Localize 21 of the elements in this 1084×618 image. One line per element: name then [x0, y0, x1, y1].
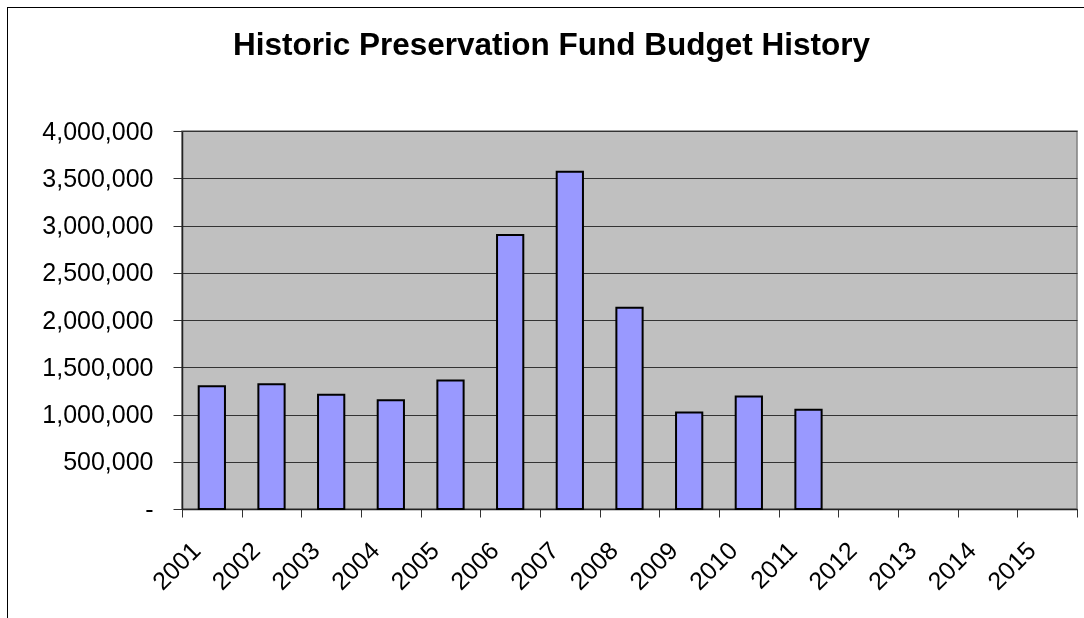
- y-tick-label: 4,000,000: [42, 116, 154, 145]
- bar: [555, 170, 584, 510]
- bar: [496, 233, 525, 510]
- y-tick-label: 2,500,000: [42, 258, 154, 287]
- y-tick-label: -: [145, 494, 154, 523]
- bar: [615, 306, 644, 510]
- y-tick-label: 3,000,000: [42, 211, 154, 239]
- bar: [197, 385, 226, 510]
- y-tick-label: 1,500,000: [42, 352, 154, 381]
- bar: [376, 399, 405, 510]
- chart-title: Historic Preservation Fund Budget History: [232, 25, 871, 62]
- y-tick-label: 1,000,000: [42, 400, 154, 428]
- bar: [317, 393, 346, 510]
- bar: [794, 408, 823, 510]
- bar: [734, 395, 763, 510]
- bar: [257, 383, 286, 510]
- y-tick-label: 2,000,000: [42, 305, 154, 334]
- y-tick-label: 500,000: [63, 447, 154, 476]
- y-tick-label: 3,500,000: [42, 163, 154, 192]
- bar: [436, 379, 465, 510]
- bar: [675, 411, 704, 510]
